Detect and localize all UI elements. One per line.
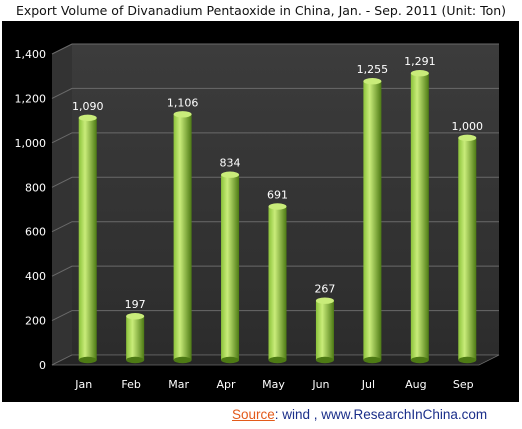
gridline	[51, 43, 499, 55]
x-tick-label: Sep	[453, 378, 474, 391]
data-label: 1,255	[357, 63, 389, 76]
side-wall	[52, 44, 72, 365]
x-tick-label: Jun	[311, 378, 329, 391]
x-tick-label: Feb	[121, 378, 140, 391]
source-text: : wind , www.ResearchInChina.com	[274, 407, 488, 422]
x-tick-label: Mar	[168, 378, 189, 391]
data-label: 1,090	[72, 100, 104, 113]
source-note: Source: wind , www.ResearchInChina.com	[232, 407, 487, 422]
bar-sep	[458, 134, 477, 364]
y-tick-label: 200	[25, 315, 46, 328]
x-tick-label: May	[262, 378, 285, 391]
bar-apr	[221, 171, 240, 364]
x-tick-label: Jul	[361, 378, 375, 391]
data-label: 1,000	[452, 120, 484, 133]
y-tick-label: 400	[25, 270, 46, 283]
data-label: 834	[220, 157, 241, 170]
x-tick-label: Apr	[217, 378, 237, 391]
bar-jan	[78, 114, 97, 364]
y-tick-label: 1,000	[15, 137, 47, 150]
y-tick-label: 800	[25, 181, 46, 194]
source-label: Source	[232, 407, 275, 422]
chart-title: Export Volume of Divanadium Pentaoxide i…	[15, 3, 507, 18]
bar-mar	[173, 111, 192, 364]
bar-may	[268, 203, 287, 364]
gridline	[51, 132, 499, 144]
y-tick-label: 1,400	[15, 48, 47, 61]
gridline	[51, 176, 499, 188]
plot: 0 200 400 600 800 1,000 1,200 1,400 Jan Feb Mar Ap…	[15, 43, 500, 391]
y-tick-label: 1,200	[15, 92, 47, 105]
gridline	[51, 87, 499, 99]
x-tick-label: Aug	[405, 378, 426, 391]
data-label: 1,106	[167, 96, 199, 109]
gridline	[51, 221, 499, 233]
x-tick-label: Jan	[74, 378, 92, 391]
data-label: 197	[125, 298, 146, 311]
y-tick-label: 600	[25, 226, 46, 239]
gridline	[51, 310, 499, 322]
bar-jul	[363, 78, 382, 364]
gridline	[51, 265, 499, 277]
bar-feb	[126, 313, 145, 364]
y-tick-label: 0	[39, 359, 46, 372]
bar-jun	[315, 297, 334, 364]
chart-area: 0 200 400 600 800 1,000 1,200 1,400 Jan Feb Mar Ap…	[2, 21, 519, 402]
data-label: 691	[267, 188, 288, 201]
data-label: 267	[314, 283, 335, 296]
bar-aug	[410, 70, 429, 364]
data-label: 1,291	[404, 55, 436, 68]
